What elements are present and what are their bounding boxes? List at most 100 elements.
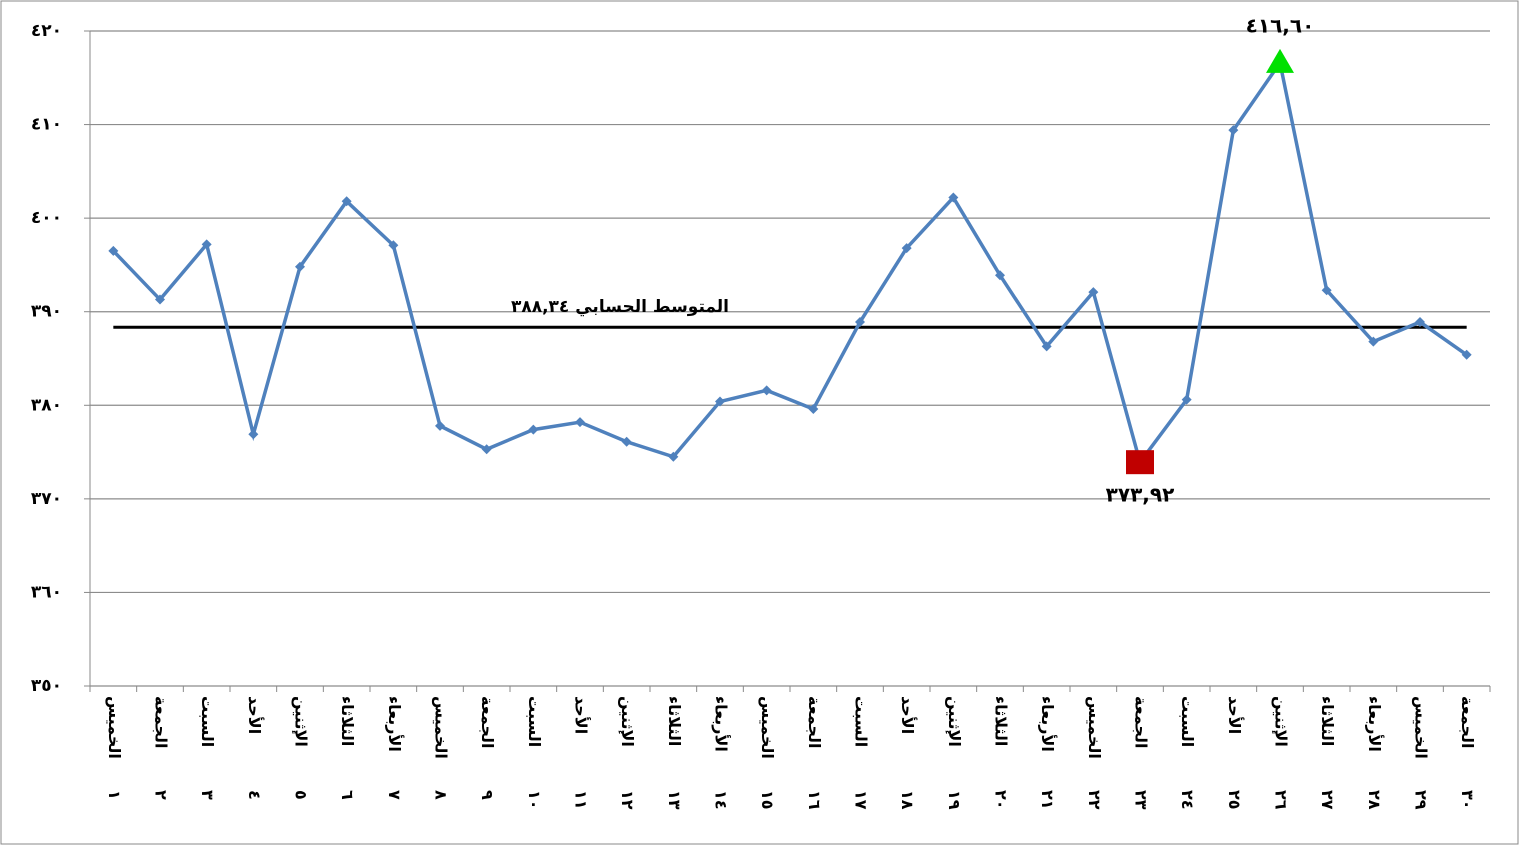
x-tick-label: الأربعاء — [712, 696, 731, 752]
x-tick-label: الأربعاء — [385, 696, 404, 752]
x-tick-number: ٢ — [152, 790, 171, 800]
y-tick-label: ٤٢٠ — [31, 21, 62, 41]
x-tick-label: الأحد — [898, 696, 917, 734]
y-tick-label: ٣٥٠ — [31, 676, 62, 696]
x-tick-label: الثلاثاء — [338, 696, 357, 746]
point-marker — [1461, 349, 1472, 360]
x-tick-label: الجمعة — [478, 696, 497, 748]
point-marker — [388, 240, 399, 251]
x-tick-label: السبت — [525, 696, 544, 747]
x-tick-number: ٢٥ — [1225, 790, 1244, 810]
point-marker — [295, 261, 305, 272]
point-marker — [901, 243, 912, 254]
point-marker — [1321, 285, 1332, 296]
x-tick-number: ٣٠ — [1458, 790, 1477, 810]
x-tick-number: ٧ — [385, 790, 404, 800]
point-marker — [1415, 317, 1425, 328]
y-tick-label: ٣٨٠ — [31, 395, 62, 415]
x-tick-number: ١٦ — [805, 790, 824, 810]
x-tick-number: ١٨ — [898, 790, 917, 810]
x-tick-number: ١٠ — [525, 790, 544, 810]
x-tick-number: ٢٦ — [1272, 790, 1291, 810]
x-tick-label: الأحد — [245, 696, 264, 734]
x-tick-label: السبت — [1178, 696, 1197, 747]
point-marker — [575, 417, 585, 428]
mean-label: المتوسط الحسابي ٣٨٨,٣٤ — [511, 297, 729, 317]
x-tick-label: الجمعة — [805, 696, 824, 748]
x-tick-number: ١١ — [572, 790, 591, 810]
x-tick-label: الثلاثاء — [992, 696, 1011, 746]
x-tick-label: الجمعة — [152, 696, 171, 748]
x-tick-number: ١ — [105, 790, 124, 800]
point-marker — [155, 294, 165, 305]
data-label: ٣٧٣,٩٢ — [1106, 483, 1175, 507]
x-tick-label: الخميس — [105, 696, 124, 759]
x-tick-label: الإثنين — [292, 696, 311, 747]
x-tick-number: ٤ — [245, 790, 264, 800]
x-tick-number: ١٩ — [945, 790, 964, 810]
point-marker — [715, 396, 725, 407]
point-marker — [1041, 341, 1052, 352]
point-marker — [201, 239, 212, 250]
x-tick-label: السبت — [198, 696, 217, 747]
max-marker — [1266, 48, 1294, 73]
x-tick-label: الثلاثاء — [1318, 696, 1337, 746]
x-tick-label: الخميس — [758, 696, 777, 759]
x-tick-label: الخميس — [1085, 696, 1104, 759]
x-tick-number: ٥ — [292, 790, 311, 800]
data-label: ٤١٦,٦٠ — [1246, 13, 1315, 37]
x-tick-number: ٨ — [432, 790, 451, 800]
x-tick-label: الأحد — [1225, 696, 1244, 734]
point-marker — [995, 270, 1005, 281]
point-marker — [855, 317, 865, 328]
point-marker — [621, 436, 632, 447]
x-tick-number: ٢٣ — [1132, 790, 1151, 810]
x-tick-label: الجمعة — [1458, 696, 1477, 748]
y-tick-label: ٣٦٠ — [31, 582, 62, 602]
x-tick-number: ٣ — [198, 790, 217, 800]
point-marker — [1088, 287, 1099, 298]
x-tick-number: ٢١ — [1038, 790, 1057, 810]
x-tick-label: الجمعة — [1132, 696, 1151, 748]
point-marker — [341, 196, 352, 207]
x-tick-label: الإثنين — [945, 696, 964, 747]
y-tick-label: ٤١٠ — [31, 115, 62, 135]
point-marker — [948, 192, 959, 203]
point-marker — [761, 385, 772, 396]
x-tick-number: ٢٩ — [1412, 790, 1431, 810]
point-marker — [248, 429, 259, 440]
x-tick-number: ٢٧ — [1318, 790, 1337, 810]
point-marker — [481, 444, 492, 455]
x-tick-label: الإثنين — [618, 696, 637, 747]
x-tick-label: السبت — [852, 696, 871, 747]
x-tick-number: ٩ — [478, 790, 497, 800]
point-marker — [1181, 394, 1192, 405]
x-tick-number: ١٢ — [618, 790, 637, 810]
y-tick-label: ٣٩٠ — [31, 302, 62, 322]
min-marker — [1126, 450, 1154, 475]
x-tick-label: الأربعاء — [1038, 696, 1057, 752]
point-marker — [108, 245, 119, 256]
x-tick-number: ٢٢ — [1085, 790, 1104, 810]
point-marker — [1228, 125, 1239, 136]
point-marker — [435, 420, 445, 431]
x-tick-number: ١٥ — [758, 790, 777, 810]
y-tick-label: ٤٠٠ — [31, 208, 62, 228]
x-tick-label: الثلاثاء — [665, 696, 684, 746]
y-tick-label: ٣٧٠ — [31, 489, 62, 509]
x-tick-label: الأحد — [572, 696, 591, 734]
series-line — [112, 58, 1468, 467]
x-tick-number: ٢٠ — [992, 790, 1011, 810]
x-tick-label: الإثنين — [1272, 696, 1291, 747]
point-marker — [528, 424, 539, 435]
x-tick-number: ٢٤ — [1178, 790, 1197, 810]
point-marker — [668, 451, 679, 462]
x-tick-number: ٢٨ — [1365, 790, 1384, 810]
x-tick-label: الخميس — [1412, 696, 1431, 759]
x-tick-number: ١٣ — [665, 790, 684, 810]
x-tick-label: الخميس — [432, 696, 451, 759]
point-marker — [1368, 336, 1379, 347]
point-marker — [808, 404, 819, 415]
